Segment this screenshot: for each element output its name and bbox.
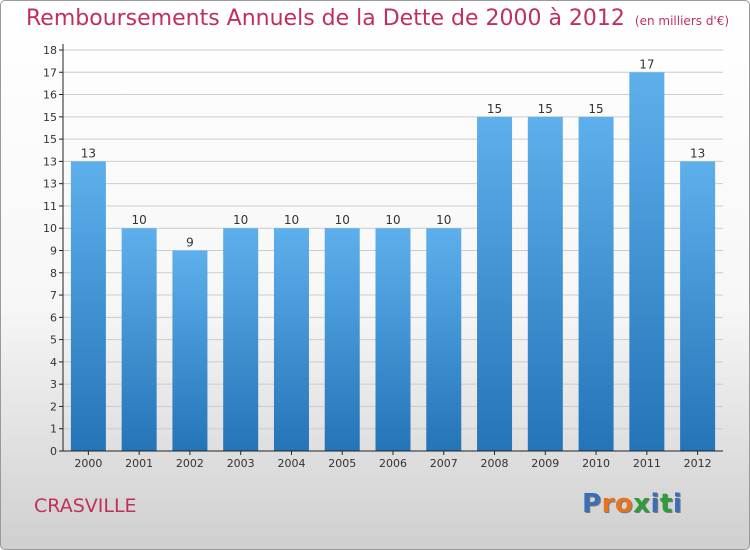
bar <box>375 228 411 451</box>
x-tick-label: 2000 <box>74 457 102 470</box>
y-tick-label: 3 <box>50 378 57 391</box>
logo-letter: t <box>659 489 673 519</box>
y-tick-label: 7 <box>50 289 57 302</box>
x-tick-label: 2012 <box>684 457 712 470</box>
bar <box>426 228 462 451</box>
commune-name: CRASVILLE <box>34 495 137 517</box>
y-tick-label: 9 <box>50 245 57 258</box>
x-tick-label: 2007 <box>430 457 458 470</box>
bar <box>273 228 309 451</box>
x-tick-label: 2011 <box>633 457 661 470</box>
bar <box>223 228 259 451</box>
x-tick-label: 2008 <box>481 457 509 470</box>
x-tick-label: 2010 <box>582 457 610 470</box>
y-tick-label: 0 <box>50 445 57 458</box>
bar <box>121 228 157 451</box>
y-tick-label: 15 <box>43 133 57 146</box>
bar <box>324 228 360 451</box>
data-label: 15 <box>538 102 553 116</box>
x-tick-label: 2003 <box>227 457 255 470</box>
y-tick-label: 17 <box>43 66 57 79</box>
x-tick-label: 2005 <box>328 457 356 470</box>
data-label: 15 <box>487 102 502 116</box>
y-tick-label: 18 <box>43 44 57 57</box>
logo-letter: P <box>582 489 602 519</box>
y-tick-label: 13 <box>43 155 57 168</box>
logo-letter: i <box>672 489 683 519</box>
y-tick-label: 8 <box>50 267 57 280</box>
title-main: Remboursements Annuels de la Dette de 20… <box>26 6 625 31</box>
y-tick-label: 11 <box>43 200 57 213</box>
bar <box>70 161 106 451</box>
bar <box>527 116 563 451</box>
bar <box>172 250 208 451</box>
y-tick-label: 1 <box>50 423 57 436</box>
y-tick-label: 16 <box>43 89 57 102</box>
logo-letter: o <box>614 489 634 519</box>
x-tick-label: 2002 <box>176 457 204 470</box>
bar <box>680 161 716 451</box>
x-tick-label: 2009 <box>531 457 559 470</box>
data-label: 13 <box>81 146 96 160</box>
y-tick-label: 5 <box>50 334 57 347</box>
data-label: 10 <box>284 213 299 227</box>
data-label: 17 <box>639 57 654 71</box>
y-tick-label: 10 <box>43 222 57 235</box>
data-label: 15 <box>588 102 603 116</box>
chart-title: Remboursements Annuels de la Dette de 20… <box>26 6 729 31</box>
proxiti-logo: Proxiti <box>582 489 682 519</box>
bar <box>477 116 513 451</box>
y-tick-label: 4 <box>50 356 57 369</box>
bar <box>578 116 614 451</box>
data-label: 9 <box>186 236 194 250</box>
x-tick-label: 2004 <box>277 457 305 470</box>
logo-letter: x <box>633 489 651 519</box>
y-tick-label: 15 <box>43 111 57 124</box>
title-unit: (en milliers d'€) <box>634 14 730 28</box>
x-tick-label: 2006 <box>379 457 407 470</box>
y-tick-label: 2 <box>50 400 57 413</box>
bar <box>629 72 665 452</box>
data-label: 10 <box>436 213 451 227</box>
logo-letter: r <box>601 489 615 519</box>
data-label: 10 <box>132 213 147 227</box>
y-tick-label: 13 <box>43 178 57 191</box>
data-label: 10 <box>233 213 248 227</box>
data-label: 13 <box>690 146 705 160</box>
data-label: 10 <box>385 213 400 227</box>
logo-letter: i <box>650 489 660 519</box>
y-tick-label: 6 <box>50 311 57 324</box>
data-label: 10 <box>335 213 350 227</box>
x-tick-label: 2001 <box>125 457 153 470</box>
